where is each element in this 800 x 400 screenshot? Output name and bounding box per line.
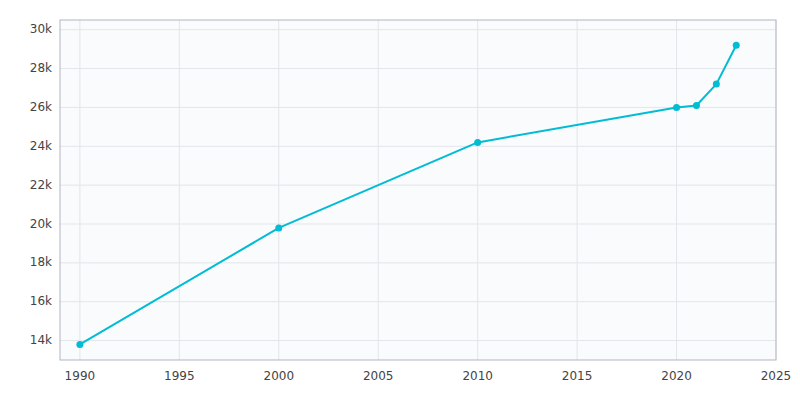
x-tick-label: 2025 — [761, 369, 792, 383]
x-tick-label: 2005 — [363, 369, 394, 383]
y-tick-label: 20k — [30, 217, 52, 231]
chart-container: 14k 16k 18k 20k 22k 24k 26k 28k 30k 1990 1995 2000 2… — [0, 0, 800, 400]
x-grid-line — [278, 20, 279, 360]
x-tick-label: 2015 — [562, 369, 593, 383]
y-tick-label: 14k — [30, 333, 52, 347]
y-grid-line — [60, 107, 776, 108]
y-grid-line — [60, 262, 776, 263]
point — [693, 102, 700, 109]
y-grid-line — [60, 29, 776, 30]
y-tick-label: 26k — [30, 100, 52, 114]
point — [673, 104, 680, 111]
point — [474, 139, 481, 146]
x-tick-label: 1995 — [164, 369, 195, 383]
y-grid-line — [60, 185, 776, 186]
x-grid-line — [378, 20, 379, 360]
line — [80, 45, 736, 344]
y-tick-label: 16k — [30, 294, 52, 308]
y-tick-label: 18k — [30, 255, 52, 269]
x-tick-label: 2020 — [661, 369, 692, 383]
point — [713, 81, 720, 88]
y-tick-label: 30k — [30, 22, 52, 36]
x-grid-line — [179, 20, 180, 360]
x-grid-line — [577, 20, 578, 360]
x-grid-line — [79, 20, 80, 360]
point — [275, 224, 282, 231]
plot-frame — [60, 20, 776, 360]
point — [76, 341, 83, 348]
data-layer — [76, 42, 739, 348]
y-grid-line — [60, 224, 776, 225]
x-grid-line — [676, 20, 677, 360]
point — [733, 42, 740, 49]
x-grid-line — [477, 20, 478, 360]
x-tick-label: 2010 — [462, 369, 493, 383]
y-grid-line — [60, 68, 776, 69]
x-tick-label: 2000 — [264, 369, 295, 383]
y-tick-label: 28k — [30, 61, 52, 75]
plot-background — [60, 20, 776, 360]
y-grid-line — [60, 340, 776, 341]
y-tick-label: 24k — [30, 139, 52, 153]
axes: 14k 16k 18k 20k 22k 24k 26k 28k 30k 1990 1995 2000 2… — [30, 22, 791, 383]
y-grid-line — [60, 146, 776, 147]
y-tick-label: 22k — [30, 178, 52, 192]
x-tick-label: 1990 — [65, 369, 96, 383]
chart-svg: 14k 16k 18k 20k 22k 24k 26k 28k 30k 1990 1995 2000 2… — [0, 0, 800, 400]
grid — [60, 20, 776, 360]
y-grid-line — [60, 301, 776, 302]
